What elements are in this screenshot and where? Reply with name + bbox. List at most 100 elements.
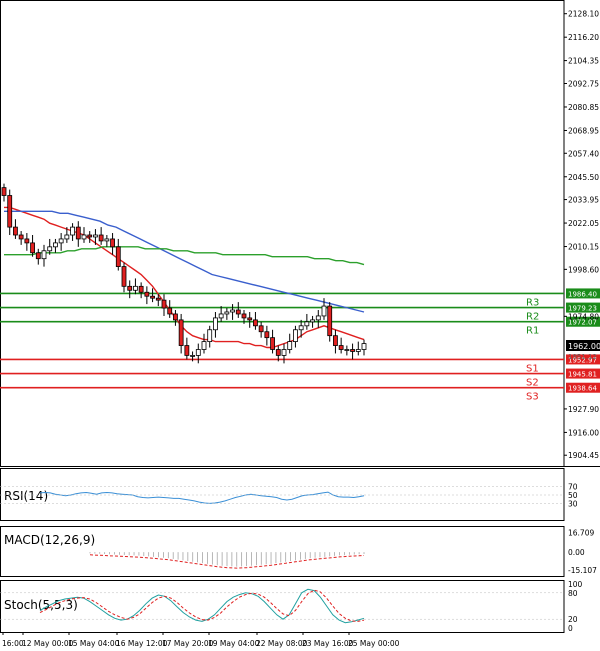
candle-down [121,266,127,287]
time-tick-label: 25 May 00:00 [348,639,400,648]
macd-panel-frame [0,526,565,577]
level-price-label-r3: 1986.40 [568,290,597,298]
candle-down [144,291,150,297]
level-name-r1: R1 [526,326,539,337]
candle-down [338,345,344,350]
candle-down [110,238,115,248]
candle-up [133,285,138,291]
candle-up [218,313,224,319]
level-name-s1: S1 [526,363,539,374]
macd-tick-label: 0.00 [568,548,585,557]
candle-up [53,242,58,248]
candle-down [115,246,121,267]
candle-down [333,335,338,346]
candle-down [30,242,35,254]
candle-up [213,317,218,331]
candle-down [247,317,253,321]
candle-up [361,343,367,350]
candle-up [355,349,361,352]
level-price-label-s1: 1952.97 [568,356,597,364]
candle-down [178,319,184,346]
price-axis: 2128.10 2116.20 2104.35 2092.75 2080.85 2068.… [564,10,599,460]
candle-up [304,321,310,327]
candle-up [70,226,75,236]
level-price-box-s3 [566,382,600,393]
candle-up [293,329,298,343]
level-price-label-r1: 1972.07 [568,319,597,327]
candle-down [127,285,133,291]
candle-up [230,309,235,313]
time-tick-label: 22 May 08:00 [256,639,308,648]
price-tick-label: 1916.00 [568,428,599,437]
macd-tick-label: -15.107 [568,566,597,575]
candle-up [298,325,304,331]
candle-up [315,315,321,321]
candle-down [138,285,144,293]
rsi-tick-label: 30 [568,499,578,508]
price-tick-label: 1974.80 [568,312,599,321]
price-tick-label: 2068.95 [568,126,599,135]
candle-up [224,311,230,315]
rsi-title: RSI(14) [4,489,48,503]
rsi-tick-label: 70 [568,483,578,492]
candle-down [258,325,264,333]
price-tick-label: 2057.40 [568,149,599,158]
candle-down [155,297,161,301]
time-tick-label: 17 May 20:00 [162,639,214,648]
level-price-label-r2: 1979.23 [568,305,597,313]
current-price-sub-label: 1951.12 [568,353,597,361]
candle-down [98,234,104,242]
level-price-box-s1 [566,354,600,365]
candle-up [321,305,327,317]
price-tick-label: 1998.60 [568,265,599,274]
candle-up [64,234,70,240]
price-tick-label: 2128.10 [568,10,599,19]
time-tick-label: 16 May 12:00 [116,639,168,648]
candle-up [190,355,195,357]
macd-title: MACD(12,26,9) [4,533,95,547]
candle-down [184,345,190,356]
candle-up [47,246,53,252]
candle-down [167,307,173,315]
level-price-box-r3 [566,288,600,299]
level-name-s3: S3 [526,392,539,403]
series-line-ma-blue [4,210,365,313]
candle-down [161,299,167,309]
candle-up [344,349,350,351]
level-price-box-s2 [566,368,600,379]
stoch-title: Stoch(5,5,3) [4,598,78,612]
current-price-marker: 1962.00 1951.12 [566,340,600,361]
candle-down [235,309,241,315]
candle-up [207,329,213,343]
price-tick-label: 2022.05 [568,219,599,228]
candle-down [18,234,24,240]
price-tick-label: 2033.95 [568,196,599,205]
price-tick-label: 2045.50 [568,173,599,182]
candle-up [81,234,87,240]
time-tick-label: 12 May 00:00 [22,639,74,648]
stoch-tick-label: 20 [568,615,578,624]
level-price-box-r2 [566,302,600,313]
candle-down [264,331,270,339]
rsi-panel: RSI(14) [0,486,564,504]
time-tick-label: 23 May 16:00 [302,639,354,648]
current-price-box [566,340,600,351]
candle-down [13,226,18,236]
candle-up [41,250,47,260]
candle-down [24,238,30,244]
candle-up [310,319,315,323]
candle-down [87,234,93,238]
level-name-s2: S2 [526,378,539,389]
stoch-tick-label: 100 [568,580,583,589]
candle-down [327,305,333,337]
rsi-line [39,491,365,504]
level-name-r3: R3 [526,297,539,308]
candle-down [350,349,355,352]
candle-up [93,234,98,238]
macd-signal-line [89,554,365,569]
macd-panel: MACD(12,26,9) [4,533,365,569]
stoch-panel-frame [0,580,565,633]
price-tick-label: 2010.15 [568,243,599,252]
macd-tick-label: 16.709 [568,529,594,538]
